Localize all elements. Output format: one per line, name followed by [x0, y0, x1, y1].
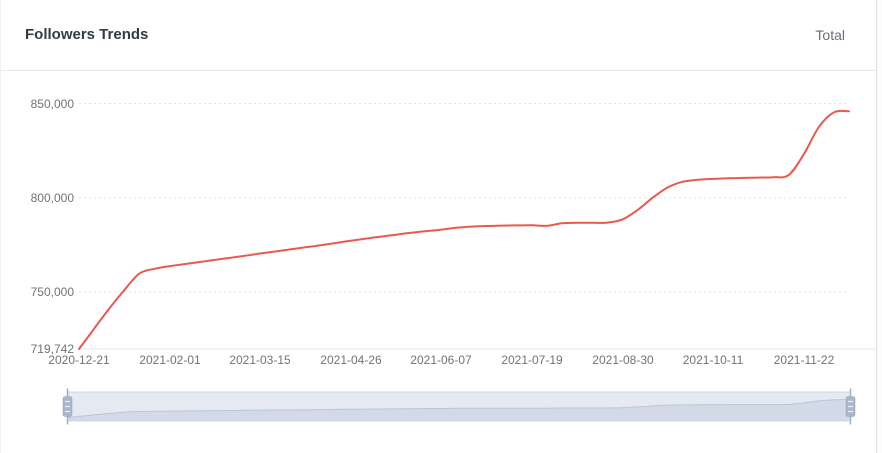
x-axis-label: 2021-06-07	[410, 353, 472, 367]
data-zoom-slider[interactable]	[62, 388, 856, 425]
grid-lines	[79, 103, 849, 293]
x-axis-label: 2021-04-26	[320, 353, 382, 367]
card-header: Followers Trends Total	[1, 0, 876, 71]
slider-handle-left[interactable]	[62, 388, 73, 425]
x-axis-label: 2021-08-30	[592, 353, 654, 367]
x-axis-label: 2021-02-01	[139, 353, 201, 367]
y-axis-label: 800,000	[30, 191, 74, 205]
slider-handle-right[interactable]	[845, 388, 856, 425]
y-axis-label: 719,742	[30, 342, 74, 356]
x-axis-label: 2020-12-21	[48, 353, 110, 367]
x-axis-label: 2021-10-11	[682, 353, 744, 367]
page-title: Followers Trends	[25, 26, 149, 43]
legend-item-total[interactable]: Total	[815, 27, 845, 43]
slider-data-shadow-line	[67, 399, 851, 418]
x-axis-label: 2021-03-15	[229, 353, 291, 367]
y-axis-label: 750,000	[30, 285, 74, 299]
x-axis-label: 2021-07-19	[501, 353, 563, 367]
y-axis-label: 850,000	[30, 97, 74, 111]
x-axis-label: 2021-11-22	[773, 353, 835, 367]
total-series-line	[78, 109, 850, 350]
slider-data-shadow	[67, 399, 851, 421]
